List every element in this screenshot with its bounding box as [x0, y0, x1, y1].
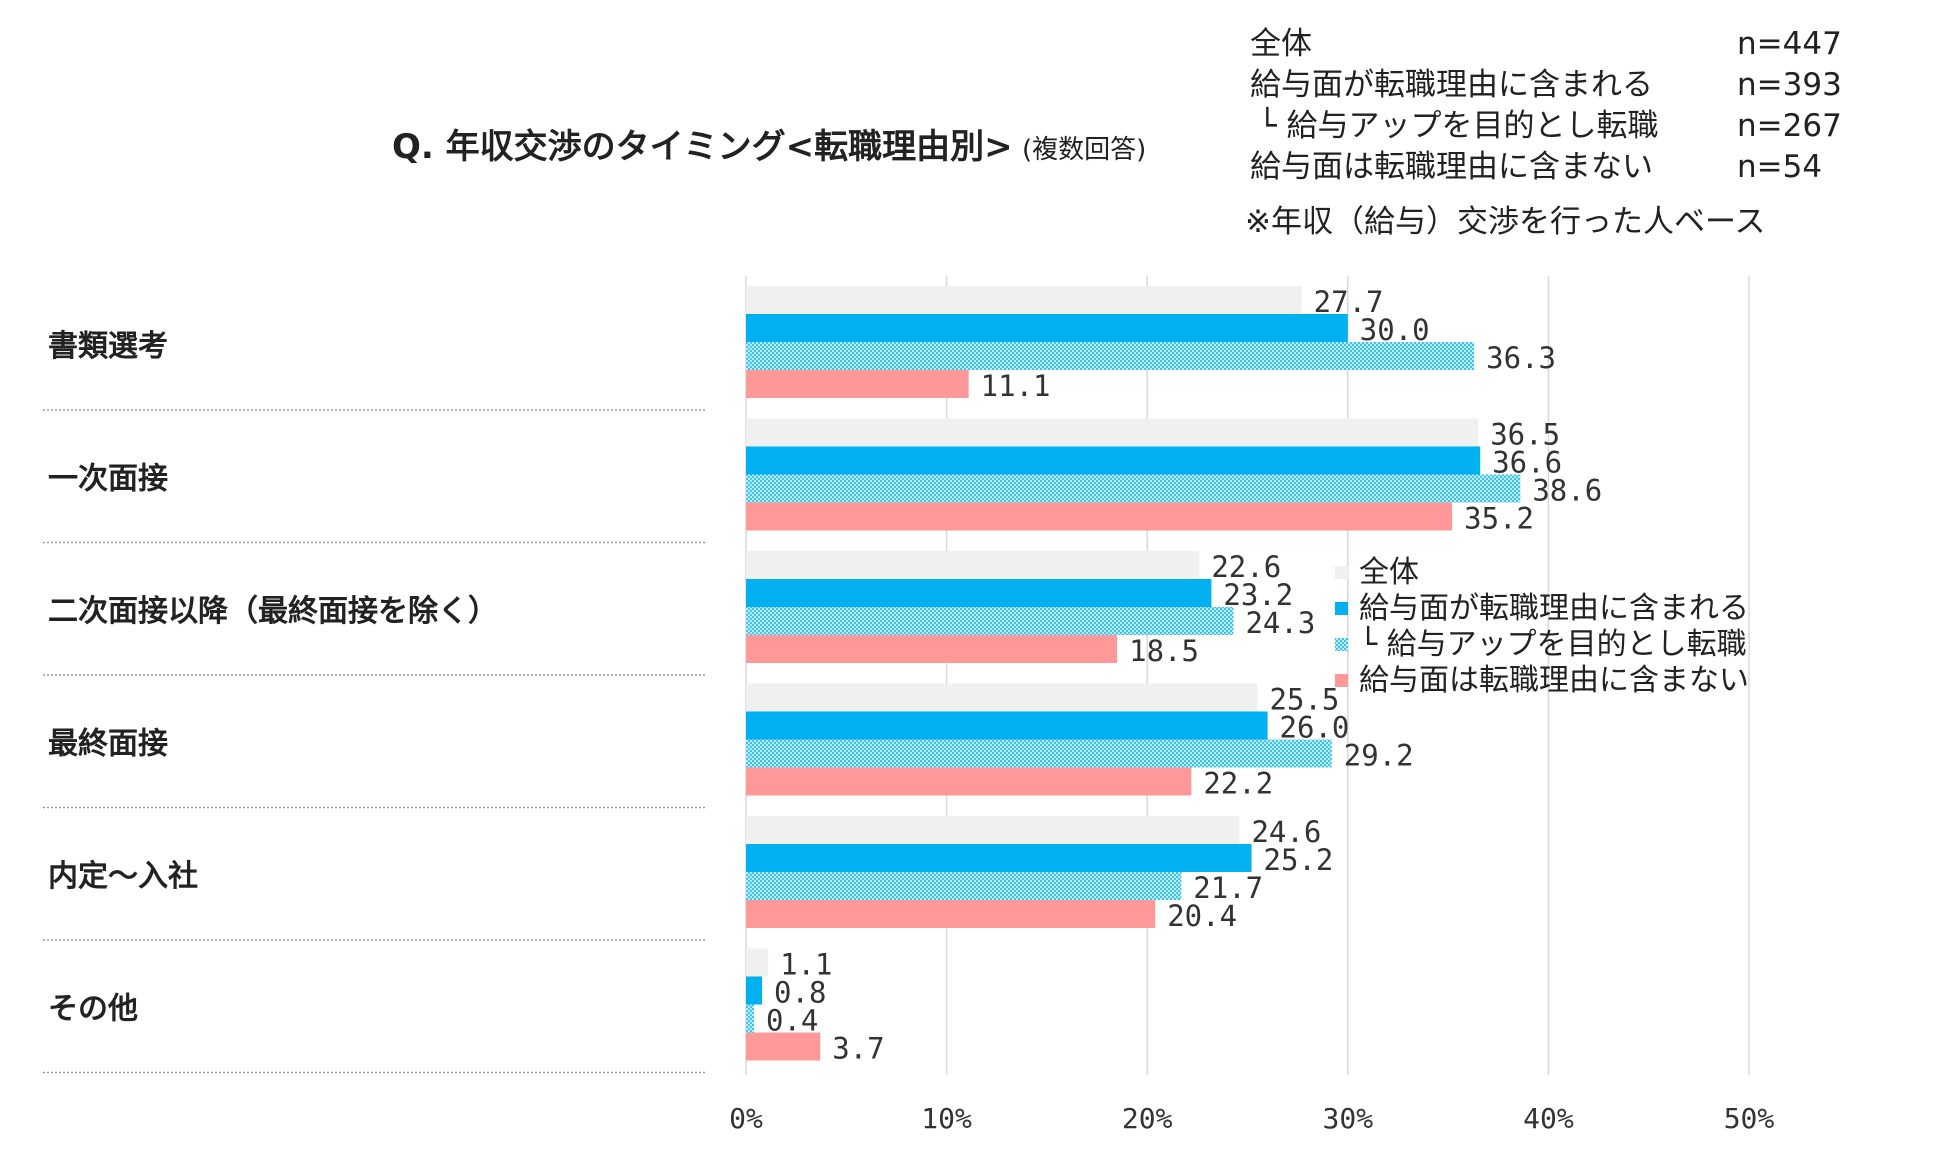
data-label: 24.3 [1245, 606, 1315, 640]
category-label: 一次面接 [48, 462, 168, 497]
legend-swatch-1 [1335, 602, 1348, 615]
labels-layer: 27.730.0 36.3 11.1 36.536.638.635.2 22.623.2… [766, 285, 1602, 1066]
chart-title: Q. 年収交渉のタイミング<転職理由別> [392, 127, 1013, 167]
x-tick-label: 0% [729, 1102, 763, 1135]
bar-2-2 [746, 607, 1234, 635]
data-label: 0.4 [766, 1004, 818, 1038]
x-tick-label: 10% [921, 1102, 972, 1135]
legend-label-0: 全体 [1359, 555, 1419, 590]
bar-3-3 [746, 767, 1192, 796]
bar-1-1 [746, 446, 1481, 475]
sample-label-1: 給与面が転職理由に含まれる [1250, 67, 1653, 103]
category-label: 最終面接 [48, 727, 168, 762]
bar-2-1 [746, 579, 1212, 607]
category-label: 書類選考 [48, 329, 168, 364]
bar-4-2 [746, 872, 1182, 900]
chart-subtitle: (複数回答) [1022, 135, 1146, 165]
bar-5-2 [746, 1004, 755, 1033]
data-label: 18.5 [1129, 634, 1199, 668]
legend-label-1: 給与面が転職理由に含まれる [1359, 591, 1749, 626]
bar-4-0 [746, 816, 1240, 844]
sample-label-2: └ 給与アップを目的とし転職 [1258, 106, 1659, 144]
legend-label-3: 給与面は転職理由に含まない [1359, 663, 1749, 698]
data-label: 3.7 [832, 1032, 884, 1066]
bar-0-1 [746, 314, 1348, 342]
legend-swatch-3 [1335, 674, 1348, 687]
bar-5-0 [746, 948, 769, 977]
category-label: 内定～入社 [48, 859, 198, 894]
bar-1-2 [746, 474, 1521, 503]
bar-0-2 [746, 342, 1475, 370]
data-label: 29.2 [1344, 739, 1414, 773]
bar-2-3 [746, 635, 1118, 663]
data-label: 20.4 [1167, 899, 1237, 933]
bar-5-3 [746, 1032, 821, 1061]
x-tick-label: 40% [1523, 1102, 1574, 1135]
data-label: 36.3 [1486, 341, 1556, 375]
bar-5-1 [746, 976, 763, 1005]
data-label: 36.6 [1492, 446, 1562, 480]
data-label: 30.0 [1360, 313, 1430, 347]
bar-0-3 [746, 370, 969, 398]
sample-size-block: 全体 n=447 給与面が転職理由に含まれる n=393 └ 給与アップを目的と… [1245, 26, 1842, 240]
sample-n-2: n=267 [1737, 108, 1842, 144]
category-label: 二次面接以降（最終面接を除く） [48, 594, 498, 629]
data-label: 35.2 [1464, 502, 1534, 536]
data-label: 38.6 [1532, 474, 1602, 508]
sample-n-3: n=54 [1737, 149, 1822, 185]
bar-4-3 [746, 900, 1156, 928]
sample-label-3: 給与面は転職理由に含まない [1250, 149, 1653, 185]
data-label: 11.1 [981, 369, 1051, 403]
bar-4-1 [746, 844, 1252, 872]
bar-3-0 [746, 683, 1258, 712]
x-tick-label: 20% [1122, 1102, 1173, 1135]
bars-layer [746, 286, 1521, 1061]
category-label: その他 [48, 992, 138, 1027]
data-label: 26.0 [1280, 711, 1350, 745]
bar-2-0 [746, 551, 1200, 579]
data-label: 22.6 [1211, 550, 1281, 584]
bar-1-0 [746, 418, 1479, 447]
x-tick-label: 50% [1724, 1102, 1775, 1135]
data-label: 22.2 [1203, 767, 1273, 801]
data-label: 0.8 [774, 976, 826, 1010]
x-tick-label: 30% [1323, 1102, 1374, 1135]
legend-swatch-2 [1335, 638, 1348, 651]
sample-n-1: n=393 [1737, 67, 1842, 103]
data-label: 27.7 [1314, 285, 1384, 319]
bar-0-0 [746, 286, 1302, 314]
data-label: 36.5 [1490, 418, 1560, 452]
data-label: 1.1 [780, 948, 832, 982]
data-label: 25.2 [1264, 843, 1334, 877]
data-label: 23.2 [1223, 578, 1293, 612]
bar-3-2 [746, 739, 1332, 768]
data-label: 25.5 [1270, 683, 1340, 717]
bar-3-1 [746, 711, 1268, 740]
base-note: ※年収（給与）交渉を行った人ベース [1245, 204, 1765, 240]
data-label: 24.6 [1251, 815, 1321, 849]
data-label: 21.7 [1193, 871, 1263, 905]
sample-n-0: n=447 [1737, 26, 1842, 62]
sample-label-0: 全体 [1250, 26, 1312, 62]
bar-1-3 [746, 502, 1453, 531]
legend-swatch-0 [1335, 566, 1348, 579]
legend-label-2: └ 給与アップを目的とし転職 [1359, 625, 1747, 662]
